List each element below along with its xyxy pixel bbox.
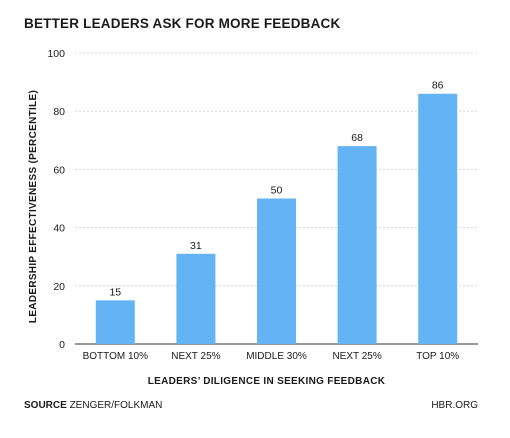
bar-chart: 0 20 40 60 80 100 15 BOTTOM 10% 31 NEXT 25% 50 MIDD…: [28, 48, 478, 387]
bar: [337, 146, 377, 344]
y-tick-label: 60: [53, 164, 65, 176]
bars: [95, 93, 458, 345]
source-note: SOURCE ZENGER/FOLKMAN: [24, 400, 162, 411]
publisher: HBR.ORG: [431, 400, 478, 411]
y-axis-label: LEADERSHIP EFFECTIVENESS (PERCENTILE): [28, 90, 39, 323]
source-label: SOURCE: [24, 400, 67, 411]
x-axis-label: LEADERS’ DILIGENCE IN SEEKING FEEDBACK: [148, 376, 386, 387]
bar: [257, 198, 296, 344]
bar-value-label: 50: [271, 185, 283, 197]
x-tick-label: NEXT 25%: [332, 351, 381, 362]
bar: [95, 300, 135, 344]
y-tick-label: 20: [53, 281, 65, 293]
x-tick-label: NEXT 25%: [171, 351, 220, 362]
bar-value-label: 86: [432, 80, 444, 92]
y-tick-label: 0: [59, 339, 65, 351]
bar-value-label: 31: [190, 240, 202, 252]
x-tick-label: MIDDLE 30%: [246, 351, 307, 362]
x-tick-label: BOTTOM 10%: [83, 351, 148, 362]
labels: 0 20 40 60 80 100 15 BOTTOM 10% 31 NEXT 25% 50 MIDD…: [47, 48, 459, 362]
y-tick-label: 40: [53, 223, 65, 235]
bar: [418, 93, 458, 345]
bar-value-label: 15: [109, 286, 121, 298]
source-text: ZENGER/FOLKMAN: [69, 400, 163, 411]
bar: [176, 253, 216, 344]
y-tick-label: 100: [47, 48, 65, 60]
y-tick-label: 80: [53, 106, 65, 118]
bar-value-label: 68: [351, 132, 363, 144]
chart-title: BETTER LEADERS ASK FOR MORE FEEDBACK: [24, 16, 341, 31]
x-tick-label: TOP 10%: [416, 351, 459, 362]
